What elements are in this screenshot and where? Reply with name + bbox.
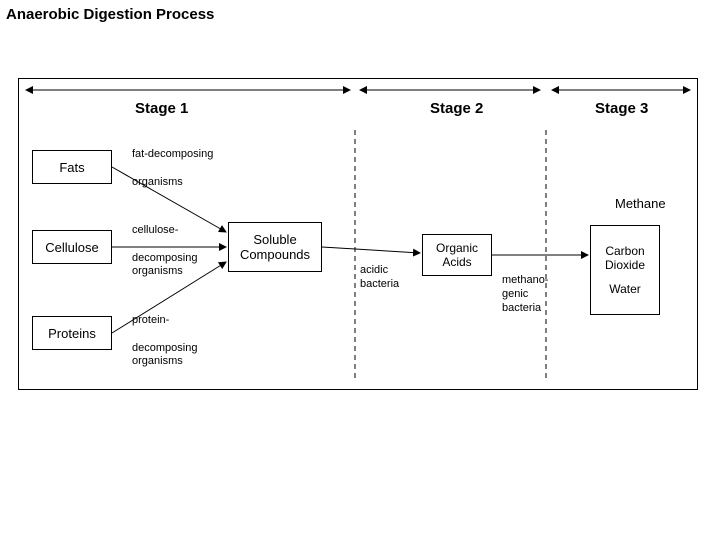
node-products: Carbon Dioxide Water [590,225,660,315]
label-fat-decomposing: fat-decomposing organisms [132,148,213,189]
node-soluble-compounds: Soluble Compounds [228,222,322,272]
node-products-line1: Carbon Dioxide [593,244,657,272]
stage-2-label: Stage 2 [430,100,483,117]
node-fats-label: Fats [59,160,84,175]
stage-3-label: Stage 3 [595,100,648,117]
node-organic-acids: Organic Acids [422,234,492,276]
node-proteins: Proteins [32,316,112,350]
methane-label: Methane [615,196,666,212]
label-acidic-bacteria: acidic bacteria [360,264,399,292]
node-fats: Fats [32,150,112,184]
node-cellulose: Cellulose [32,230,112,264]
label-methanogenic-bacteria: methano- genic bacteria [502,274,548,315]
stage-1-label: Stage 1 [135,100,188,117]
node-products-line3: Water [609,282,641,296]
node-cellulose-label: Cellulose [45,240,98,255]
node-soluble-label: Soluble Compounds [231,232,319,262]
label-cellulose-decomposing: cellulose- decomposing organisms [132,224,197,279]
page-title: Anaerobic Digestion Process [6,6,214,23]
node-proteins-label: Proteins [48,326,96,341]
label-protein-decomposing: protein- decomposing organisms [132,314,197,369]
node-organic-label: Organic Acids [425,241,489,269]
